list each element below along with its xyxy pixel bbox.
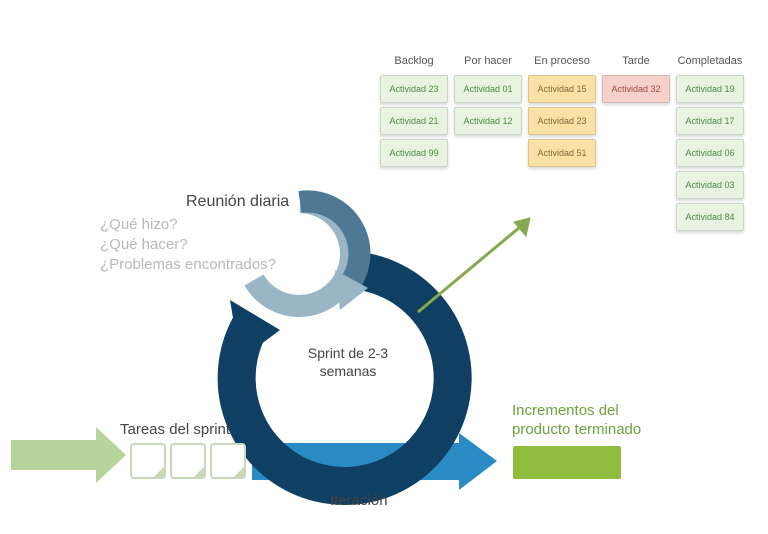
- daily-meeting-label: Reunión diaria: [186, 193, 289, 211]
- kanban-card: Actividad 15: [528, 75, 596, 103]
- increment-box: [513, 446, 621, 479]
- kanban-board: BacklogActividad 23Actividad 21Actividad…: [380, 55, 744, 235]
- kanban-card: Actividad 12: [454, 107, 522, 135]
- kanban-column-header: Tarde: [602, 55, 670, 67]
- sticky-note: [170, 443, 206, 479]
- increments-line2: producto terminado: [512, 421, 641, 438]
- sprint-tasks-label: Tareas del sprint: [120, 421, 230, 438]
- sticky-note: [130, 443, 166, 479]
- kanban-card: Actividad 32: [602, 75, 670, 103]
- increments-line1: Incrementos del: [512, 402, 619, 419]
- kanban-column: Tarde Actividad 32: [602, 55, 670, 235]
- sprint-center-line2: semanas: [320, 363, 377, 379]
- kanban-card: Actividad 19: [676, 75, 744, 103]
- kanban-column: Backlog Actividad 23 Actividad 21 Actividad…: [380, 55, 448, 235]
- daily-q1: ¿Qué hizo?: [100, 216, 178, 233]
- kanban-column-header: En proceso: [528, 55, 596, 67]
- kanban-card: Actividad 01: [454, 75, 522, 103]
- kanban-card: Actividad 84: [676, 203, 744, 231]
- kanban-card: Actividad 17: [676, 107, 744, 135]
- sprint-center-line1: Sprint de 2-3: [308, 345, 388, 361]
- kanban-column: Por hacer Actividad 01 Actividad 12: [454, 55, 522, 235]
- kanban-column: En proceso Actividad 15 Actividad 23 Activi…: [528, 55, 596, 235]
- sprint-center-label: Sprint de 2-3 semanas: [298, 345, 398, 380]
- scrum-diagram: BacklogActividad 23Actividad 21Actividad…: [0, 0, 768, 534]
- sticky-note: [210, 443, 246, 479]
- kanban-column-header: Por hacer: [454, 55, 522, 67]
- kanban-card: Actividad 99: [380, 139, 448, 167]
- input-arrow: [11, 427, 126, 483]
- daily-q2: ¿Qué hacer?: [100, 236, 188, 253]
- increments-label: Incrementos del producto terminado: [512, 402, 641, 440]
- kanban-column-header: Completadas: [676, 55, 744, 67]
- kanban-card: Actividad 23: [528, 107, 596, 135]
- kanban-card: Actividad 21: [380, 107, 448, 135]
- kanban-column: Completadas Actividad 19 Actividad 17 Activ…: [676, 55, 744, 235]
- kanban-card: Actividad 06: [676, 139, 744, 167]
- kanban-card: Actividad 23: [380, 75, 448, 103]
- sprint-task-stickies: [130, 443, 246, 479]
- kanban-card: Actividad 03: [676, 171, 744, 199]
- daily-q3: ¿Problemas encontrados?: [100, 256, 276, 273]
- kanban-card: Actividad 51: [528, 139, 596, 167]
- iteration-label: Iteración: [330, 492, 388, 509]
- kanban-column-header: Backlog: [380, 55, 448, 67]
